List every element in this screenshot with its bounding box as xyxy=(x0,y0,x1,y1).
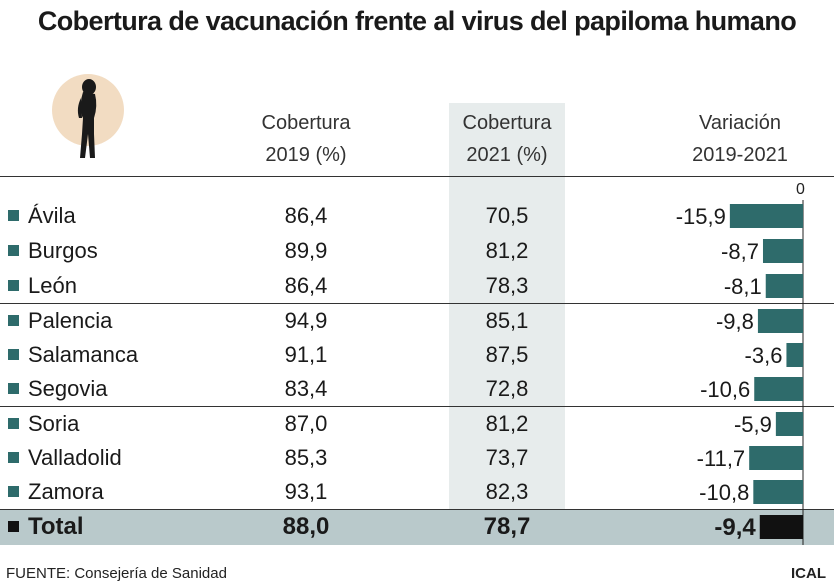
total-name: Total xyxy=(28,513,84,540)
row-coverage-2019: 83,4 xyxy=(284,376,328,401)
header-2021-line2: 2021 (%) xyxy=(466,144,548,166)
row-coverage-2021: 82,3 xyxy=(485,479,529,504)
row-bullet-icon xyxy=(8,349,19,360)
row-name: Palencia xyxy=(28,308,113,333)
row-coverage-2019: 89,9 xyxy=(284,238,328,263)
total-divider xyxy=(0,509,834,510)
table-row: Burgos 89,9 81,2 xyxy=(0,234,834,268)
table-row: León 86,4 78,3 xyxy=(0,269,834,303)
header-coverage-2021: Cobertura 2021 (%) xyxy=(449,107,565,171)
table-top-divider xyxy=(0,176,834,177)
table-row: Palencia 94,9 85,1 xyxy=(0,304,834,338)
header-2019-line1: Cobertura xyxy=(261,112,351,134)
row-coverage-2021: 81,2 xyxy=(485,238,529,263)
row-bullet-icon xyxy=(8,315,19,326)
row-bullet-icon xyxy=(8,245,19,256)
row-coverage-2019: 93,1 xyxy=(284,479,328,504)
row-name: Valladolid xyxy=(28,445,122,470)
row-name: Salamanca xyxy=(28,342,139,367)
girl-silhouette-icon xyxy=(52,74,124,158)
table-row: Salamanca 91,1 87,5 xyxy=(0,338,834,372)
row-bullet-icon xyxy=(8,210,19,221)
row-coverage-2021: 70,5 xyxy=(485,203,529,228)
table-row: Valladolid 85,3 73,7 xyxy=(0,441,834,475)
total-row-background xyxy=(0,509,834,545)
header-variation-line2: 2019-2021 xyxy=(692,144,788,166)
row-bullet-icon xyxy=(8,418,19,429)
row-name: Soria xyxy=(28,411,80,436)
row-coverage-2019: 87,0 xyxy=(284,411,328,436)
header-2021-line1: Cobertura xyxy=(462,112,552,134)
row-name: León xyxy=(28,273,77,298)
row-bullet-icon xyxy=(8,280,19,291)
header-variation: Variación 2019-2021 xyxy=(672,107,808,171)
row-coverage-2019: 91,1 xyxy=(284,342,328,367)
total-coverage-2021: 78,7 xyxy=(483,513,531,540)
table-row: Soria 87,0 81,2 xyxy=(0,407,834,441)
group-divider-1 xyxy=(0,303,834,304)
row-bullet-icon xyxy=(8,383,19,394)
total-row: Total 88,0 78,7 xyxy=(0,510,834,544)
total-coverage-2019: 88,0 xyxy=(282,513,330,540)
row-coverage-2021: 81,2 xyxy=(485,411,529,436)
group-divider-2 xyxy=(0,406,834,407)
row-name: Ávila xyxy=(28,203,76,228)
row-bullet-icon xyxy=(8,486,19,497)
axis-zero-label: 0 xyxy=(796,181,805,198)
row-coverage-2019: 94,9 xyxy=(284,308,328,333)
row-coverage-2021: 87,5 xyxy=(485,342,529,367)
row-name: Zamora xyxy=(28,479,104,504)
row-coverage-2019: 86,4 xyxy=(284,203,328,228)
row-bullet-icon xyxy=(8,452,19,463)
row-coverage-2019: 85,3 xyxy=(284,445,328,470)
table-row: Segovia 83,4 72,8 xyxy=(0,372,834,406)
row-coverage-2021: 73,7 xyxy=(485,445,529,470)
row-name: Burgos xyxy=(28,238,98,263)
header-variation-line1: Variación xyxy=(699,112,781,134)
row-coverage-2021: 78,3 xyxy=(485,273,529,298)
brand-label: ICAL xyxy=(791,565,826,582)
row-coverage-2019: 86,4 xyxy=(284,273,328,298)
row-bullet-icon xyxy=(8,521,19,532)
header-coverage-2019: Cobertura 2019 (%) xyxy=(238,107,374,171)
row-coverage-2021: 72,8 xyxy=(485,376,529,401)
table-row: Ávila 86,4 70,5 xyxy=(0,199,834,233)
highlight-column-2021 xyxy=(449,103,565,509)
source-note: FUENTE: Consejería de Sanidad xyxy=(6,565,227,582)
table-row: Zamora 93,1 82,3 xyxy=(0,475,834,509)
chart-title: Cobertura de vacunación frente al virus … xyxy=(37,6,797,36)
row-name: Segovia xyxy=(28,376,108,401)
row-coverage-2021: 85,1 xyxy=(485,308,529,333)
header-2019-line2: 2019 (%) xyxy=(265,144,347,166)
